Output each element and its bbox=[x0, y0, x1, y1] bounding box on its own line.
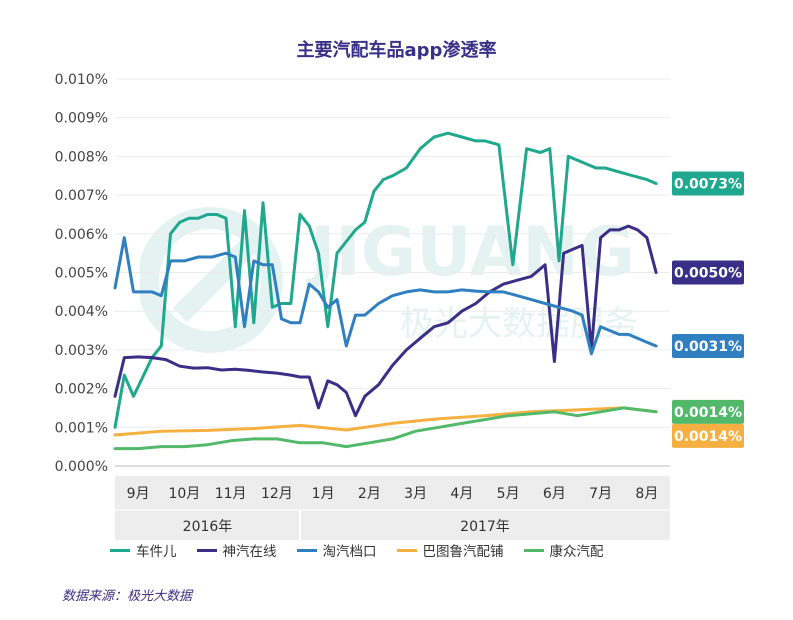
end-label-box-0 bbox=[672, 171, 744, 196]
legend-item-series-2[interactable]: 淘汽档口 bbox=[296, 540, 377, 560]
end-label-box-4 bbox=[672, 399, 744, 424]
legend-label-series-4: 康众汽配 bbox=[549, 544, 604, 560]
x-tick-label: 11月 bbox=[215, 486, 247, 502]
legend: 车件儿 神汽在线 淘汽档口 巴图鲁汽配铺 康众汽配 bbox=[110, 540, 624, 560]
source-note: 数据来源：极光大数据 bbox=[62, 589, 193, 604]
x-tick-label: 3月 bbox=[404, 486, 427, 502]
x-tick-label: 8月 bbox=[635, 486, 658, 502]
year-band bbox=[115, 510, 670, 540]
x-tick-label: 1月 bbox=[312, 486, 335, 502]
year-label: 2017年 bbox=[460, 519, 510, 535]
y-tick-label: 0.008% bbox=[55, 149, 108, 165]
series-line-0 bbox=[113, 131, 658, 429]
series-line-3 bbox=[113, 406, 658, 437]
legend-swatch-series-0 bbox=[110, 548, 130, 552]
legend-swatch-series-4 bbox=[523, 548, 544, 552]
y-tick-label: 0.007% bbox=[55, 188, 108, 204]
end-label-3: 0.0014% bbox=[674, 429, 742, 445]
x-tick-label: 2月 bbox=[358, 486, 381, 502]
y-tick-label: 0.003% bbox=[55, 343, 108, 359]
end-label-4: 0.0014% bbox=[674, 405, 742, 421]
y-tick-label: 0.000% bbox=[55, 459, 108, 475]
end-label-1: 0.0050% bbox=[674, 266, 742, 282]
end-label-layer: 0.0073% 0.0050% 0.0031% 0.0014% 0.0014% bbox=[672, 171, 744, 448]
x-tick-label: 12月 bbox=[261, 486, 293, 502]
axis-layer: 0.000% 0.001% 0.002% 0.003% 0.004% 0.005% 0.00… bbox=[55, 72, 670, 540]
x-tick-label: 4月 bbox=[450, 486, 473, 502]
y-tick-label: 0.005% bbox=[55, 266, 108, 282]
legend-item-series-4[interactable]: 康众汽配 bbox=[523, 540, 604, 560]
end-label-box-1 bbox=[672, 260, 744, 285]
x-tick-label: 7月 bbox=[589, 486, 612, 502]
legend-label-series-0: 车件儿 bbox=[136, 544, 177, 560]
y-tick-label: 0.009% bbox=[55, 111, 108, 127]
legend-label-series-3: 巴图鲁汽配铺 bbox=[422, 544, 504, 560]
end-label-box-2 bbox=[672, 334, 744, 359]
y-tick-label: 0.004% bbox=[55, 304, 108, 320]
end-label-box-3 bbox=[672, 423, 744, 448]
end-label-0: 0.0073% bbox=[674, 176, 742, 192]
legend-swatch-series-3 bbox=[396, 548, 417, 552]
legend-item-series-3[interactable]: 巴图鲁汽配铺 bbox=[396, 540, 504, 560]
x-tick-label: 6月 bbox=[543, 486, 566, 502]
legend-swatch-series-2 bbox=[296, 548, 317, 552]
legend-label-series-1: 神汽在线 bbox=[222, 544, 277, 560]
series-line-4 bbox=[113, 406, 658, 451]
series-line-2 bbox=[113, 236, 658, 356]
end-label-2: 0.0031% bbox=[674, 339, 742, 355]
x-tick-label: 5月 bbox=[497, 486, 520, 502]
legend-swatch-series-1 bbox=[196, 548, 217, 552]
series-line-1 bbox=[113, 224, 658, 418]
y-tick-label: 0.002% bbox=[55, 382, 108, 398]
legend-label-series-2: 淘汽档口 bbox=[322, 544, 377, 560]
month-band bbox=[115, 476, 670, 510]
legend-item-series-0[interactable]: 车件儿 bbox=[110, 540, 177, 560]
grid-layer bbox=[115, 78, 670, 428]
y-tick-label: 0.001% bbox=[55, 420, 108, 436]
y-tick-label: 0.010% bbox=[55, 72, 108, 88]
chart-title: 主要汽配车品app渗透率 bbox=[296, 40, 497, 61]
x-tick-label: 9月 bbox=[127, 486, 150, 502]
series-layer bbox=[113, 131, 658, 451]
x-tick-label: 10月 bbox=[168, 486, 200, 502]
legend-item-series-1[interactable]: 神汽在线 bbox=[196, 540, 277, 560]
y-tick-label: 0.006% bbox=[55, 227, 108, 243]
year-label: 2016年 bbox=[183, 519, 233, 535]
